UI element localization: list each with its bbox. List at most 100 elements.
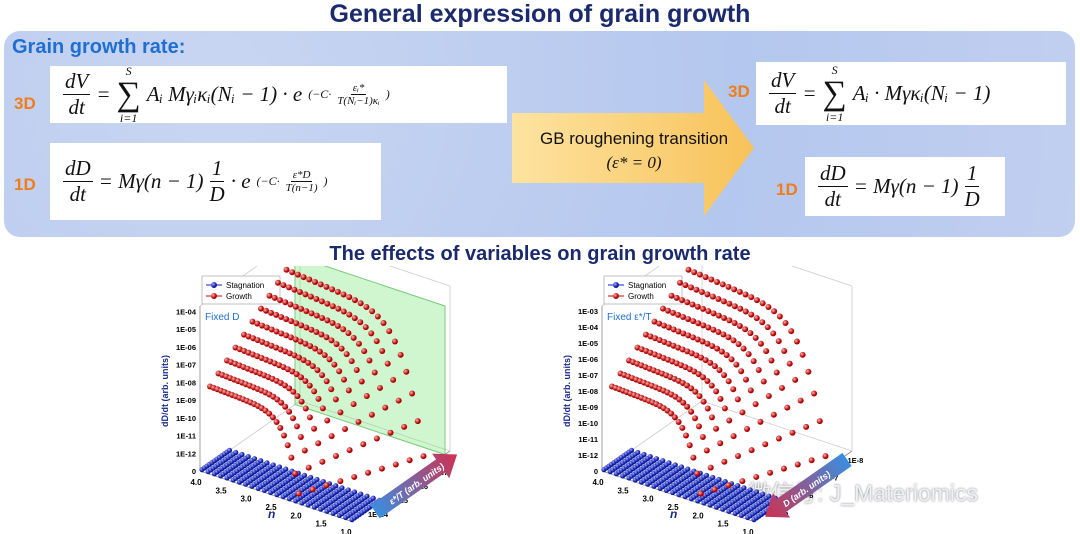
x-tick-label: 4.0 xyxy=(190,478,202,487)
growth-dot xyxy=(703,447,710,454)
growth-dot xyxy=(329,320,336,327)
growth-dot xyxy=(675,344,682,351)
growth-dot xyxy=(308,310,315,317)
growth-dot xyxy=(668,292,675,299)
growth-dot xyxy=(740,345,747,352)
growth-dot xyxy=(680,314,687,321)
growth-dot xyxy=(294,271,301,278)
x-tick-label: 1.0 xyxy=(340,528,352,534)
growth-dot xyxy=(287,301,294,308)
growth-dot xyxy=(302,405,309,412)
growth-dot xyxy=(693,286,700,293)
math-text: ) xyxy=(385,87,390,101)
growth-dot xyxy=(366,357,373,364)
numerator: dV xyxy=(769,68,797,94)
growth-dot xyxy=(392,461,399,468)
stagnation-dot xyxy=(351,489,358,495)
annotation: Fixed ε*/T xyxy=(607,312,651,323)
exponent: (−C· ε*D T(n−1)) xyxy=(254,169,331,194)
stagnation-dot xyxy=(716,476,722,483)
growth-dot xyxy=(747,387,754,394)
stagnation-dot xyxy=(685,466,691,472)
growth-dot xyxy=(277,297,284,304)
stagnation-dot xyxy=(660,458,666,464)
growth-dot xyxy=(295,490,302,497)
growth-dot xyxy=(309,363,316,370)
growth-dot xyxy=(696,271,703,278)
growth-dot xyxy=(271,294,278,301)
stagnation-dot xyxy=(320,479,326,485)
fraction: εᵢ* T(Nᵢ−1)κᵢ xyxy=(337,82,379,107)
stagnation-dot xyxy=(628,447,635,453)
growth-dot xyxy=(328,386,335,393)
growth-dot xyxy=(736,288,743,295)
growth-dot xyxy=(661,322,668,329)
growth-dot xyxy=(306,276,313,283)
growth-dot xyxy=(291,352,298,359)
growth-dot xyxy=(314,367,321,374)
growth-dot xyxy=(753,315,760,322)
growth-dot xyxy=(747,330,754,337)
stagnation-dot xyxy=(370,495,376,501)
growth-dot xyxy=(700,305,707,312)
growth-dot xyxy=(822,453,829,460)
growth-dot xyxy=(721,372,728,379)
legend-label: Stagnation xyxy=(628,281,666,290)
stagnation-dot xyxy=(239,451,245,458)
growth-dot xyxy=(789,429,796,436)
growth-dot xyxy=(397,351,404,358)
growth-dot xyxy=(710,310,717,317)
sum-sign: ∑ xyxy=(116,75,141,113)
growth-dot xyxy=(694,303,701,310)
growth-dot xyxy=(759,300,766,307)
growth-dot xyxy=(289,269,296,276)
growth-dot xyxy=(345,330,352,337)
exponent: (−C· εᵢ* T(Nᵢ−1)κᵢ) xyxy=(305,82,393,107)
legend-marker xyxy=(613,282,619,288)
growth-dot xyxy=(334,322,341,329)
growth-dot xyxy=(374,313,381,320)
growth-dot xyxy=(677,279,683,286)
growth-dot xyxy=(776,313,783,320)
legend-marker xyxy=(613,293,619,299)
growth-dot xyxy=(278,399,285,406)
growth-dot xyxy=(317,281,324,288)
growth-dot xyxy=(313,312,320,319)
growth-dot xyxy=(704,291,711,298)
growth-dot xyxy=(786,360,793,367)
transition-label: GB roughening transition xyxy=(539,129,729,148)
growth-dot xyxy=(714,278,721,285)
growth-dot xyxy=(705,308,712,315)
growth-dot xyxy=(675,418,682,425)
growth-dot xyxy=(709,293,716,300)
growth-dot xyxy=(692,388,699,395)
growth-dot xyxy=(321,352,328,359)
x-tick-label: 3.5 xyxy=(617,486,629,495)
stagnation-dot xyxy=(678,464,685,470)
growth-dot xyxy=(297,338,304,345)
growth-dot xyxy=(742,291,749,298)
growth-dot xyxy=(735,341,742,348)
growth-dot xyxy=(771,308,778,315)
growth-dot xyxy=(286,350,293,357)
growth-dot xyxy=(762,441,769,448)
growth-dot xyxy=(376,384,383,391)
growth-dot xyxy=(288,318,295,325)
growth-dot xyxy=(737,305,744,312)
growth-dot xyxy=(379,348,386,355)
growth-dot xyxy=(670,326,677,333)
growth-dot xyxy=(273,344,280,351)
growth-dot xyxy=(323,482,330,489)
stagnation-dot xyxy=(245,454,251,460)
stagnation-dot xyxy=(722,479,728,485)
growth-dot xyxy=(699,338,706,345)
growth-dot xyxy=(692,415,699,422)
growth-dot xyxy=(708,276,715,283)
growth-dot xyxy=(684,403,691,410)
legend-marker xyxy=(211,282,217,288)
growth-dot xyxy=(679,424,686,431)
fraction: dV dt xyxy=(769,68,797,119)
growth-dot xyxy=(316,348,323,355)
growth-dot xyxy=(337,409,344,416)
y-tick-label: 1E-09 xyxy=(578,403,598,412)
